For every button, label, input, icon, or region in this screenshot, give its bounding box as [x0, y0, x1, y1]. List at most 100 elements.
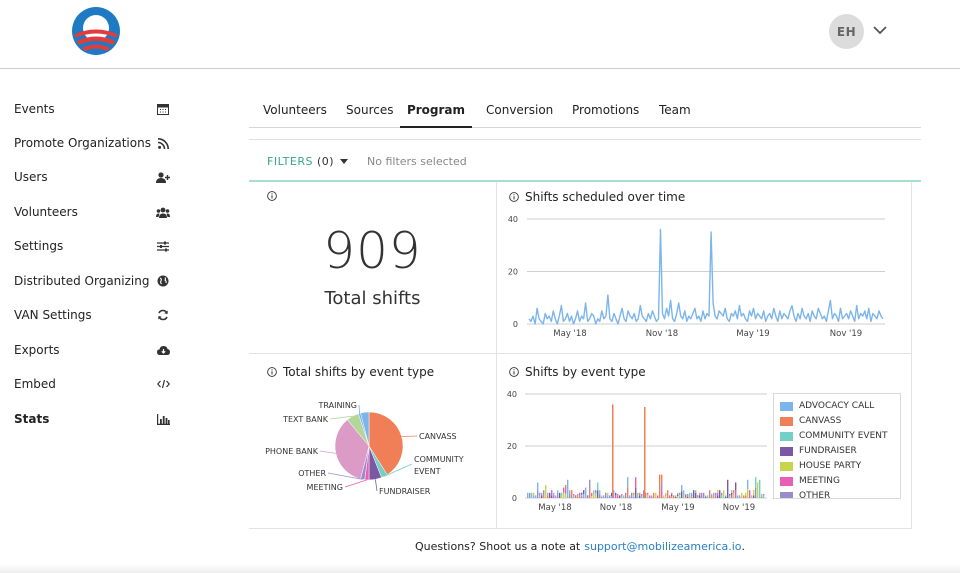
rss-icon	[156, 136, 170, 150]
bar-segment	[697, 495, 699, 497]
bar-segment	[731, 490, 733, 493]
bar-segment	[581, 494, 583, 497]
bar-segment	[533, 495, 535, 498]
legend-swatch	[780, 476, 793, 486]
sidebar-item-van-settings[interactable]: VAN Settings	[14, 304, 170, 326]
bar-segment	[577, 496, 579, 498]
bar-segment	[667, 490, 669, 498]
chevron-down-icon[interactable]	[872, 24, 888, 36]
sidebar-item-label: Settings	[14, 239, 64, 253]
legend-item-community-event[interactable]: COMMUNITY EVENT	[780, 431, 888, 441]
bar-segment	[715, 492, 717, 496]
user-avatar[interactable]: EH	[829, 14, 864, 49]
legend-item-meeting[interactable]: MEETING	[780, 476, 840, 486]
sidebar-item-volunteers[interactable]: Volunteers	[14, 201, 170, 223]
bar-segment	[577, 494, 579, 496]
sliders-icon	[156, 239, 170, 253]
bar-segment	[759, 479, 761, 498]
bar-segment	[635, 487, 637, 498]
bar-segment	[739, 495, 741, 498]
bar-segment	[543, 490, 545, 495]
x-tick-label: Nov '18	[646, 329, 678, 339]
bar-segment	[581, 496, 583, 498]
bar-segment	[531, 492, 533, 498]
sidebar-item-label: Embed	[14, 377, 56, 391]
legend-item-other[interactable]: OTHER	[780, 491, 830, 498]
bar-segment	[593, 494, 595, 498]
bar-segment	[595, 490, 597, 493]
support-email-link[interactable]: support@mobilizeamerica.io	[584, 540, 742, 553]
sidebar-item-promote-organizations[interactable]: Promote Organizations	[14, 132, 170, 154]
bar-segment	[703, 492, 705, 498]
bar-segment	[673, 495, 675, 498]
bar-segment	[597, 482, 599, 491]
obama-logo[interactable]	[72, 7, 120, 55]
pie-label: EVENT	[414, 467, 441, 476]
legend-item-advocacy-call[interactable]: ADVOCACY CALL	[780, 401, 874, 411]
bar-segment	[695, 492, 697, 496]
bar-segment	[743, 495, 745, 498]
sidebar-item-stats[interactable]: Stats	[14, 408, 170, 430]
legend-item-canvass[interactable]: CANVASS	[780, 416, 841, 426]
bar-segment	[685, 494, 687, 496]
bar-segment	[647, 496, 649, 498]
sidebar-item-events[interactable]: Events	[14, 98, 170, 120]
sidebar-item-label: Volunteers	[14, 205, 78, 219]
sidebar-item-label: Stats	[14, 412, 50, 426]
pie-leader-line	[319, 450, 336, 454]
legend-item-fundraiser[interactable]: FUNDRAISER	[780, 446, 857, 456]
tab-team[interactable]: Team	[659, 103, 691, 117]
filters-dropdown[interactable]: FILTERS (0)	[267, 155, 349, 168]
pie-slice	[360, 411, 370, 447]
tab-sources[interactable]: Sources	[346, 103, 394, 117]
top-header: EH	[0, 0, 960, 69]
globe-icon	[156, 274, 170, 288]
legend-item-house-party[interactable]: HOUSE PARTY	[780, 461, 861, 471]
x-tick-label: Nov '19	[723, 503, 755, 513]
info-icon[interactable]	[267, 191, 277, 201]
x-tick-label: May '19	[736, 329, 769, 339]
info-icon[interactable]	[509, 192, 519, 202]
bar-segment	[637, 492, 639, 496]
bar-segment	[651, 496, 653, 498]
total-shifts-value: 909	[323, 222, 422, 280]
bar-segment	[537, 482, 539, 491]
bar-segment	[589, 488, 591, 498]
bar-segment	[579, 495, 581, 498]
bar-segment	[553, 492, 555, 496]
info-icon[interactable]	[267, 367, 277, 377]
bar-segment	[713, 492, 715, 498]
bar-segment	[565, 493, 567, 498]
bar-segment	[627, 487, 629, 498]
bar-segment	[593, 490, 595, 495]
tab-promotions[interactable]: Promotions	[572, 103, 640, 117]
sidebar-item-embed[interactable]: Embed	[14, 373, 170, 395]
bar-segment	[761, 495, 763, 497]
sidebar-item-settings[interactable]: Settings	[14, 235, 170, 257]
bar-segment	[729, 496, 731, 498]
bar-segment	[655, 492, 657, 498]
pie-label: CANVASS	[419, 432, 457, 441]
panel-title: Shifts by event type	[525, 365, 646, 379]
bar-segment	[629, 496, 631, 498]
bar-segment	[695, 490, 697, 493]
bar-segment	[711, 494, 713, 496]
bar-segment	[605, 492, 607, 498]
bar-segment	[687, 494, 689, 496]
bar-segment	[591, 492, 593, 495]
sidebar-item-distributed-organizing[interactable]: Distributed Organizing	[14, 270, 170, 292]
sidebar-item-exports[interactable]: Exports	[14, 339, 170, 361]
bar-segment	[595, 492, 597, 496]
tab-volunteers[interactable]: Volunteers	[263, 103, 327, 117]
sidebar-item-label: Exports	[14, 343, 60, 357]
info-icon[interactable]	[509, 367, 519, 377]
legend-swatch	[780, 446, 793, 456]
x-tick-label: May '19	[661, 503, 694, 513]
caret-down-icon	[340, 158, 349, 164]
tab-conversion[interactable]: Conversion	[486, 103, 554, 117]
total-shifts-panel: 909 Total shifts	[249, 182, 497, 354]
tab-program[interactable]: Program	[400, 97, 472, 128]
sidebar-item-users[interactable]: Users	[14, 166, 170, 188]
bar-segment	[551, 490, 553, 493]
bar-segment	[639, 495, 641, 498]
